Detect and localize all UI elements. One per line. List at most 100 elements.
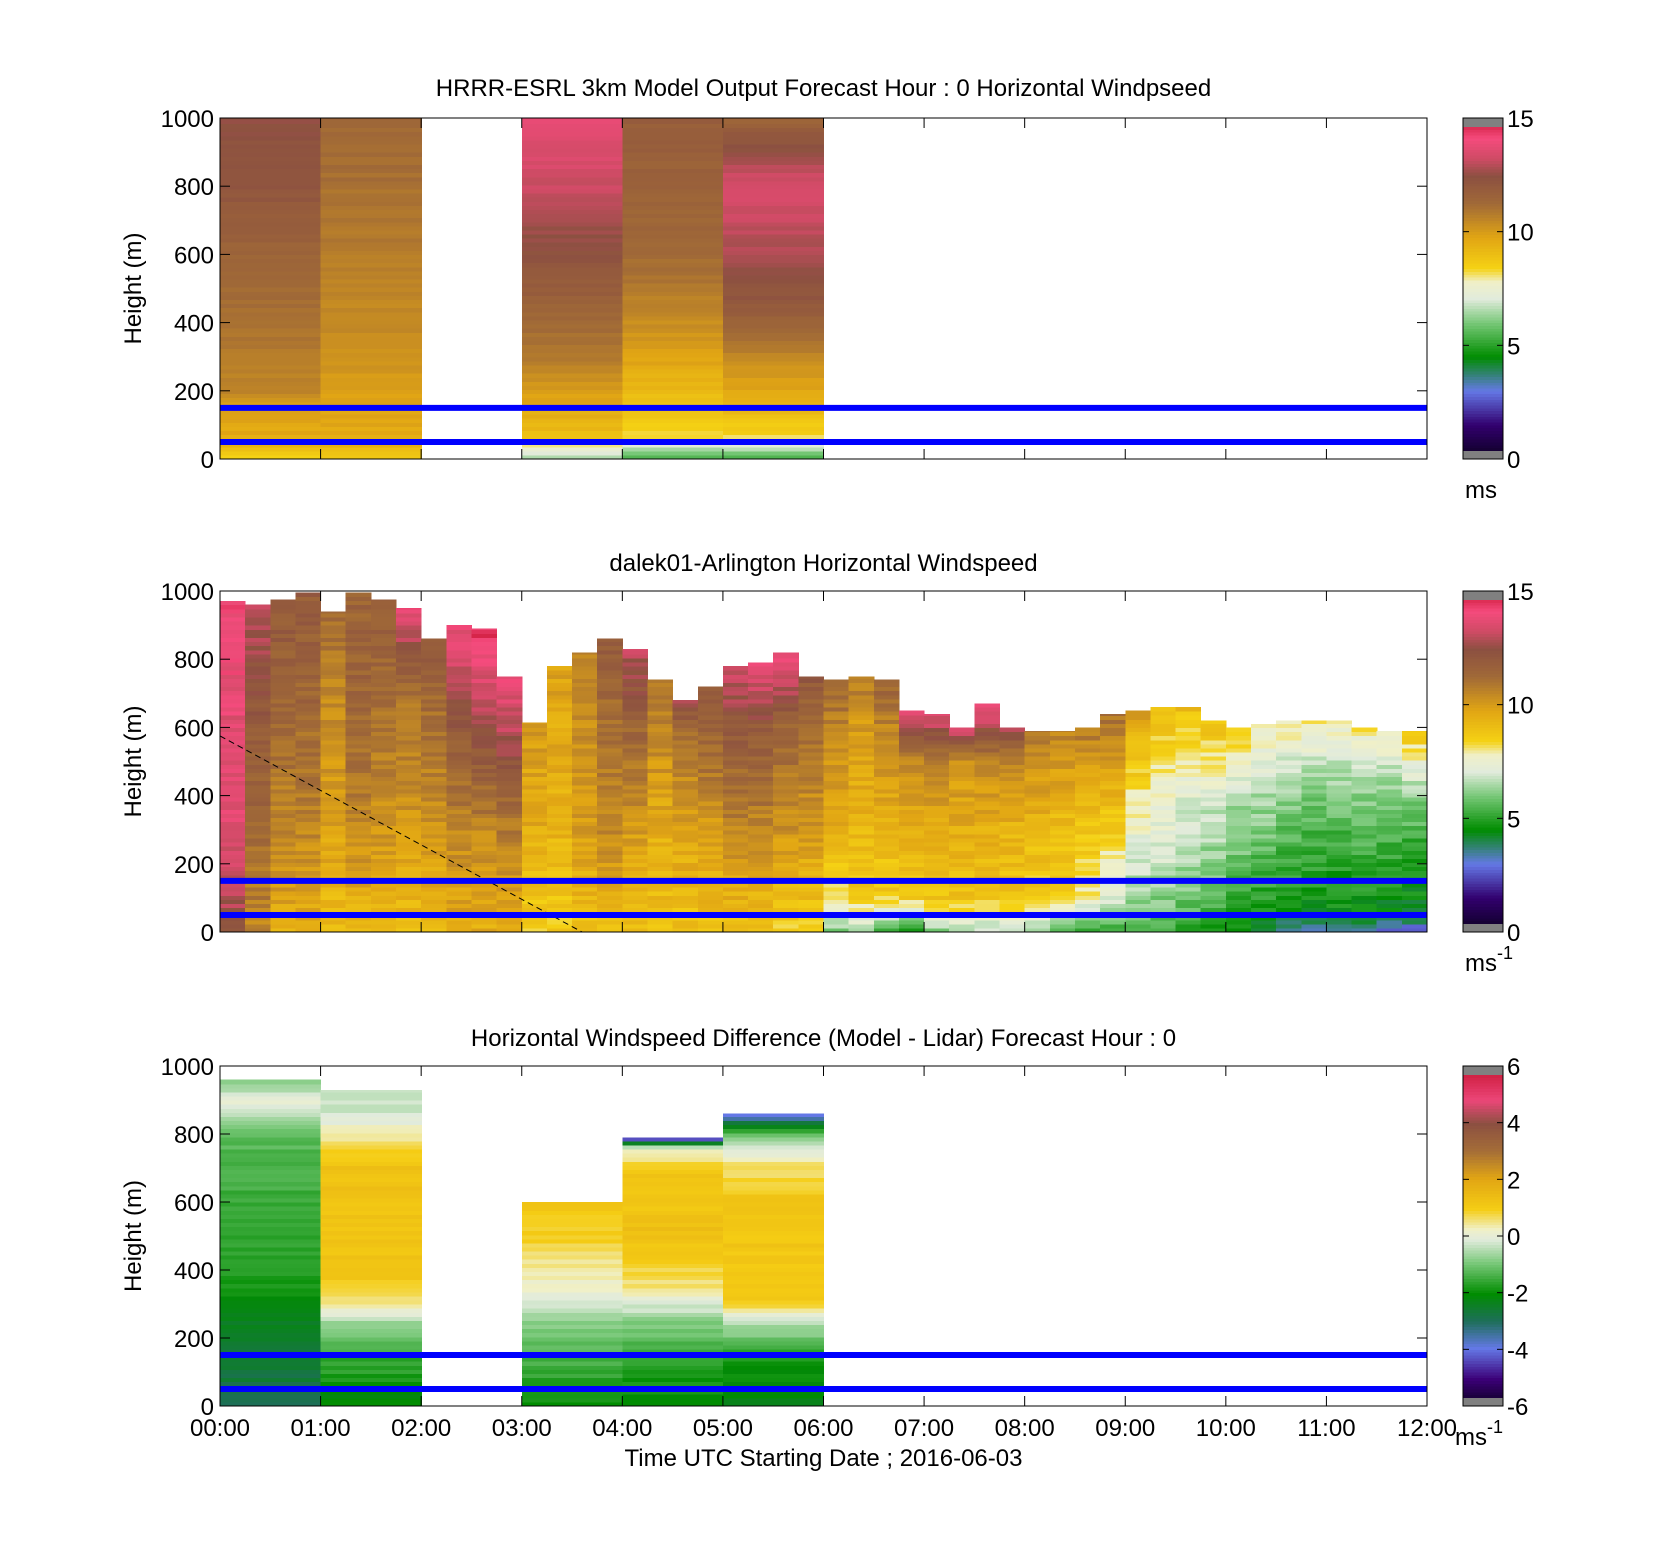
heatmap-cell [521,1328,623,1334]
heatmap-cell [1225,752,1252,757]
heatmap-cell [1301,788,1327,794]
heatmap-cell [722,254,825,260]
heatmap-cell [722,274,825,280]
heatmap-cell [1251,870,1277,876]
heatmap-cell [1326,862,1353,868]
heatmap-cell [898,813,925,818]
heatmap-cell [220,422,322,427]
colorbar-cell [1463,778,1503,782]
heatmap-cell [521,1291,623,1297]
heatmap-cell [421,862,447,868]
heatmap-cell [1075,801,1101,806]
heatmap-cell [722,1120,825,1126]
heatmap-cell [320,377,422,382]
heatmap-cell [1075,829,1101,835]
heatmap-cell [370,649,397,655]
heatmap-cell [1100,739,1126,745]
heatmap-cell [1150,923,1177,929]
heatmap-cell [1125,825,1151,831]
heatmap-cell [1401,895,1428,900]
heatmap-cell [722,1181,825,1187]
heatmap-cell [722,1295,825,1301]
heatmap-cell [672,846,699,851]
heatmap-cell [647,817,674,823]
heatmap-cell [622,694,648,700]
colorbar-cell [1463,203,1503,207]
heatmap-cell [898,923,925,929]
heatmap-cell [220,637,246,643]
x-tick-label: 09:00 [1095,1415,1155,1442]
x-tick-label: 03:00 [492,1415,552,1442]
heatmap-cell [773,797,799,802]
heatmap-cell [1376,801,1403,806]
colorbar-cell [1463,441,1503,446]
heatmap-cell [722,422,825,427]
heatmap-cell [446,825,472,831]
heatmap-cell [597,858,623,863]
heatmap-cell [370,858,397,863]
heatmap-cell [798,676,825,679]
heatmap-cell [396,735,422,741]
heatmap-cell [722,887,749,892]
heatmap-cell [521,1357,623,1362]
heatmap-cell [722,1206,825,1211]
heatmap-cell [320,1304,422,1309]
heatmap-cell [999,846,1026,851]
heatmap-cell [320,1230,422,1236]
colorbar-cell [1463,382,1503,386]
heatmap-cell [245,874,271,880]
heatmap-cell [722,874,749,880]
colorbar-tick-label: 0 [1507,447,1520,474]
heatmap-cell [1376,862,1403,868]
heatmap-cell [848,739,875,745]
heatmap-cell [546,801,573,806]
heatmap-cell [295,817,322,823]
heatmap-cell [370,678,397,683]
heatmap-cell [722,160,825,165]
heatmap-cell [748,739,774,745]
heatmap-cell [496,882,523,888]
colorbar-cell [1463,670,1503,674]
heatmap-cell [521,756,548,761]
heatmap-cell [446,637,472,643]
heatmap-cell [1150,927,1177,933]
heatmap-cell [220,698,246,704]
heatmap-cell [245,727,271,733]
colorbar-cell [1463,194,1503,199]
heatmap-cell [446,686,472,692]
heatmap-cell [722,143,825,149]
colorbar-cell [1463,1182,1503,1186]
heatmap-cell [622,858,648,863]
heatmap-cell [446,694,472,700]
heatmap-cell [1175,882,1202,888]
heatmap-cell [1175,833,1202,839]
heatmap-cell [521,780,548,786]
heatmap-cell [924,784,950,790]
heatmap-cell [446,657,472,663]
heatmap-cell [1175,927,1202,933]
heatmap-cell [722,719,749,724]
heatmap-cell [597,833,623,839]
colorbar-cell [1463,1335,1503,1339]
heatmap-cell [597,747,623,753]
heatmap-cell [722,295,825,300]
colorbar-cell [1463,362,1503,366]
heatmap-cell [622,274,724,280]
heatmap-cell [220,735,246,741]
colorbar-cell [1463,923,1503,927]
heatmap-cell [320,266,422,272]
heatmap-cell [672,723,699,728]
heatmap-cell [270,854,296,859]
heatmap-cell [320,172,422,178]
heatmap-cell [597,919,623,925]
heatmap-cell [1200,768,1227,773]
heatmap-cell [1125,801,1151,806]
heatmap-cell [722,418,825,423]
heatmap-cell [873,719,900,724]
heatmap-cell [1200,870,1227,876]
colorbar-cell [1463,818,1503,822]
heatmap-cell [1301,821,1327,827]
heatmap-cell [370,927,397,933]
heatmap-cell [572,661,598,667]
heatmap-cell [823,711,850,716]
